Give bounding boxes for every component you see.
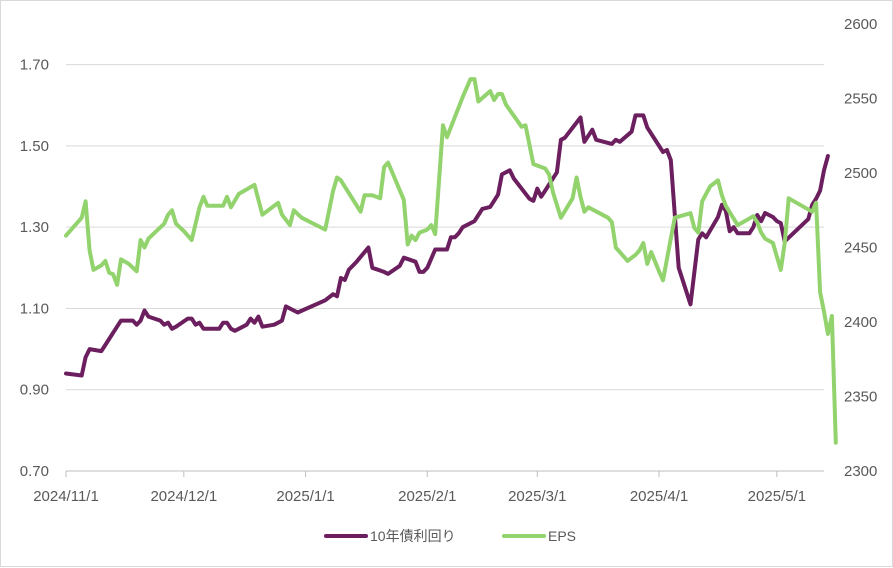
legend-label: EPS	[548, 528, 576, 544]
y-right-tick-label: 2350	[844, 389, 877, 406]
y-left-tick-label: 1.50	[20, 138, 49, 155]
y-left-tick-label: 0.70	[20, 463, 49, 480]
y-right-tick-label: 2600	[844, 16, 877, 33]
y-right-tick-label: 2400	[844, 314, 877, 331]
y-right-tick-label: 2500	[844, 165, 877, 182]
x-tick-label: 2025/5/1	[748, 488, 806, 505]
x-tick-label: 2025/3/1	[508, 488, 566, 505]
y-right-tick-label: 2550	[844, 91, 877, 108]
x-tick-label: 2024/12/1	[150, 488, 217, 505]
legend: 10年債利回り EPS	[324, 528, 576, 544]
y-left-tick-label: 0.90	[20, 382, 49, 399]
series-lines	[64, 77, 838, 445]
series-line-eps	[64, 77, 838, 445]
legend-label: 10年債利回り	[370, 528, 456, 544]
gridlines	[66, 64, 824, 391]
x-tick-label: 2025/2/1	[398, 488, 456, 505]
y-left-tick-label: 1.70	[20, 57, 49, 74]
y-left-tick-label: 1.10	[20, 300, 49, 317]
axes: 0.70 0.90 1.10 1.30 1.50 1.70 2300 2350 2400 2450…	[20, 16, 878, 505]
y-left-tick-label: 1.30	[20, 219, 49, 236]
y-right-tick-label: 2300	[844, 463, 877, 480]
x-tick-label: 2024/11/1	[33, 488, 99, 505]
series-line-yield	[64, 113, 830, 378]
x-tick-label: 2025/4/1	[630, 488, 688, 505]
y-right-tick-label: 2450	[844, 240, 877, 257]
x-tick-label: 2025/1/1	[276, 488, 334, 505]
